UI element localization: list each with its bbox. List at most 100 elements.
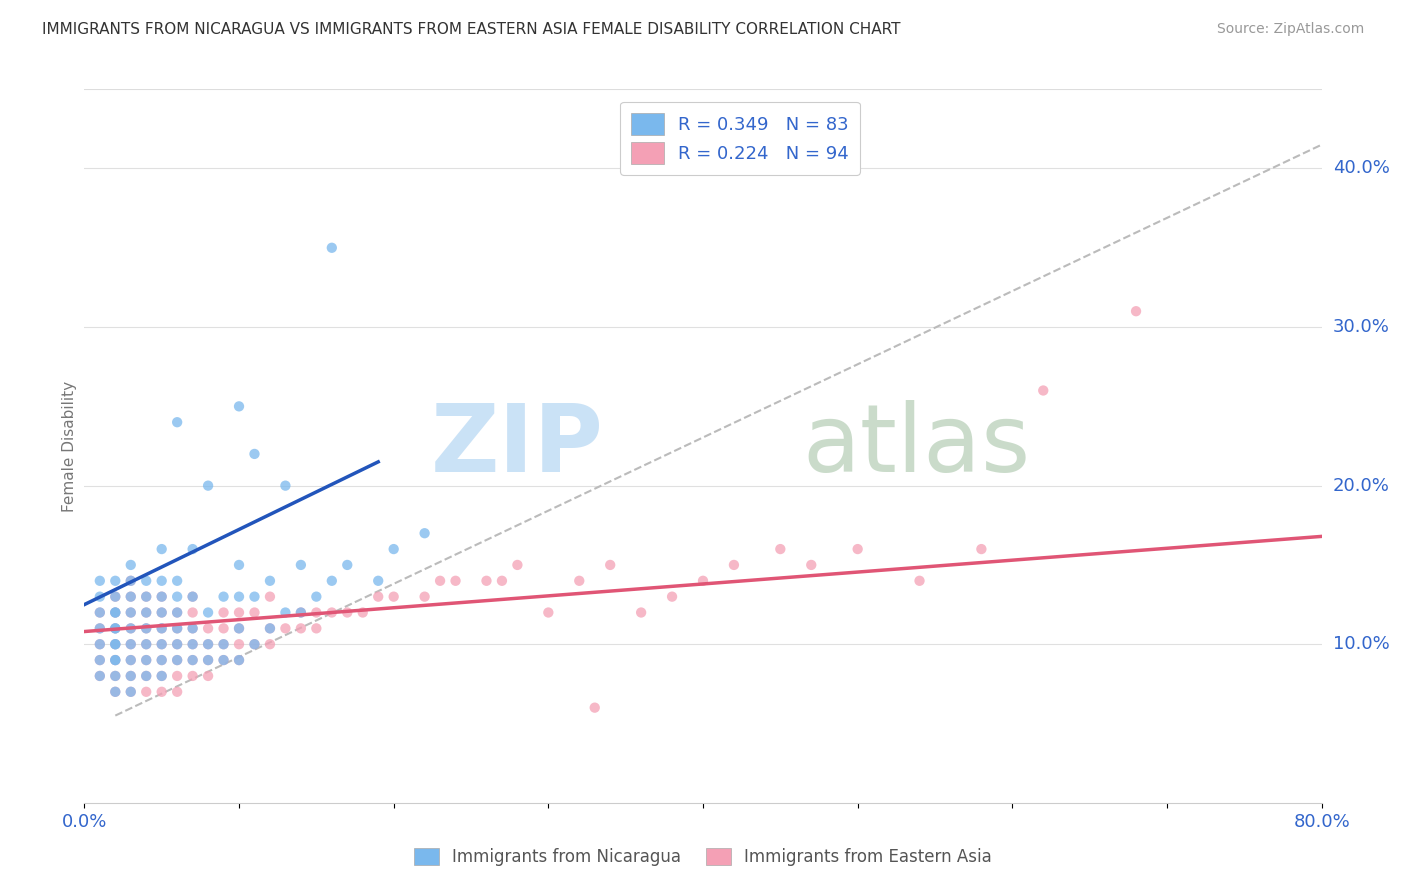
- Point: [228, 621, 250, 635]
- Point: [120, 637, 142, 651]
- Point: [150, 669, 173, 683]
- Point: [120, 558, 142, 572]
- Point: [228, 637, 250, 651]
- Point: [166, 621, 188, 635]
- Point: [135, 637, 157, 651]
- Point: [197, 653, 219, 667]
- Point: [661, 590, 683, 604]
- Point: [104, 590, 127, 604]
- Point: [212, 621, 235, 635]
- Point: [274, 478, 297, 492]
- Point: [150, 653, 173, 667]
- Point: [135, 669, 157, 683]
- Point: [197, 621, 219, 635]
- Point: [120, 653, 142, 667]
- Point: [135, 685, 157, 699]
- Point: [166, 685, 188, 699]
- Point: [104, 653, 127, 667]
- Point: [89, 637, 111, 651]
- Point: [274, 621, 297, 635]
- Point: [166, 621, 188, 635]
- Text: 30.0%: 30.0%: [1333, 318, 1389, 336]
- Point: [120, 685, 142, 699]
- Point: [305, 590, 328, 604]
- Point: [150, 606, 173, 620]
- Point: [120, 669, 142, 683]
- Point: [769, 542, 792, 557]
- Text: atlas: atlas: [801, 400, 1031, 492]
- Point: [166, 653, 188, 667]
- Point: [166, 606, 188, 620]
- Point: [89, 637, 111, 651]
- Point: [150, 637, 173, 651]
- Point: [243, 606, 266, 620]
- Text: 10.0%: 10.0%: [1333, 635, 1389, 653]
- Text: 20.0%: 20.0%: [1333, 476, 1389, 495]
- Point: [150, 669, 173, 683]
- Point: [104, 621, 127, 635]
- Point: [908, 574, 931, 588]
- Point: [181, 621, 204, 635]
- Point: [259, 574, 281, 588]
- Point: [243, 637, 266, 651]
- Point: [413, 526, 436, 541]
- Point: [135, 669, 157, 683]
- Point: [290, 621, 312, 635]
- Point: [212, 590, 235, 604]
- Point: [166, 574, 188, 588]
- Point: [181, 542, 204, 557]
- Point: [290, 606, 312, 620]
- Point: [506, 558, 529, 572]
- Point: [135, 590, 157, 604]
- Point: [150, 685, 173, 699]
- Point: [228, 558, 250, 572]
- Point: [120, 621, 142, 635]
- Point: [1032, 384, 1054, 398]
- Point: [228, 606, 250, 620]
- Point: [800, 558, 823, 572]
- Point: [367, 574, 389, 588]
- Point: [228, 400, 250, 414]
- Point: [135, 653, 157, 667]
- Point: [181, 637, 204, 651]
- Point: [120, 685, 142, 699]
- Point: [135, 574, 157, 588]
- Point: [120, 606, 142, 620]
- Point: [274, 606, 297, 620]
- Point: [305, 606, 328, 620]
- Point: [228, 653, 250, 667]
- Point: [181, 653, 204, 667]
- Point: [150, 637, 173, 651]
- Point: [89, 606, 111, 620]
- Point: [89, 653, 111, 667]
- Point: [259, 637, 281, 651]
- Text: 40.0%: 40.0%: [1333, 160, 1389, 178]
- Point: [181, 621, 204, 635]
- Point: [135, 606, 157, 620]
- Point: [104, 685, 127, 699]
- Point: [197, 653, 219, 667]
- Point: [104, 590, 127, 604]
- Point: [321, 574, 343, 588]
- Point: [583, 700, 606, 714]
- Point: [89, 621, 111, 635]
- Point: [150, 621, 173, 635]
- Point: [120, 637, 142, 651]
- Point: [723, 558, 745, 572]
- Point: [352, 606, 374, 620]
- Point: [104, 653, 127, 667]
- Point: [321, 241, 343, 255]
- Point: [630, 606, 652, 620]
- Y-axis label: Female Disability: Female Disability: [62, 380, 77, 512]
- Point: [166, 669, 188, 683]
- Text: Source: ZipAtlas.com: Source: ZipAtlas.com: [1216, 22, 1364, 37]
- Point: [89, 606, 111, 620]
- Point: [89, 590, 111, 604]
- Point: [692, 574, 714, 588]
- Point: [120, 669, 142, 683]
- Point: [166, 637, 188, 651]
- Legend: Immigrants from Nicaragua, Immigrants from Eastern Asia: Immigrants from Nicaragua, Immigrants fr…: [408, 841, 998, 873]
- Point: [382, 542, 405, 557]
- Point: [243, 447, 266, 461]
- Point: [429, 574, 451, 588]
